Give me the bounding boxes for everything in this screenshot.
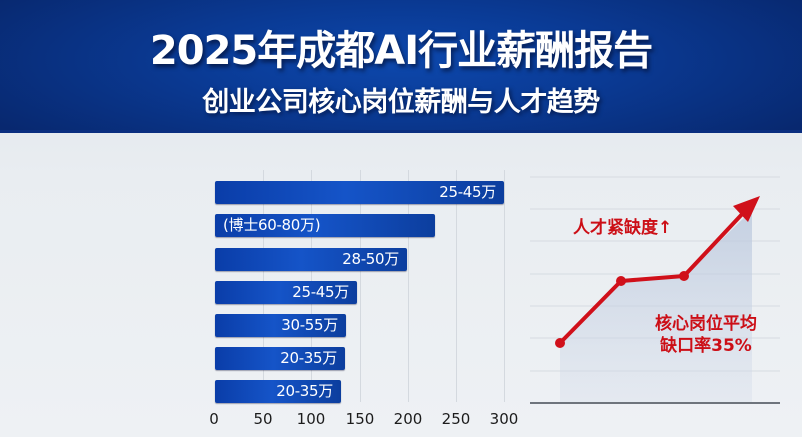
salary-bar: (博士60-80万) <box>215 214 435 237</box>
x-tick: 50 <box>253 410 273 428</box>
salary-bar: 20-35万 <box>215 380 341 403</box>
shortage-rate-line1: 核心岗位平均 <box>655 314 757 334</box>
page-title: 2025年成都AI行业薪酬报告 <box>149 28 653 74</box>
bar-value-label: 20-35万 <box>276 382 333 400</box>
page-subtitle: 创业公司核心岗位薪酬与人才趋势 <box>202 87 600 118</box>
x-tick: 200 <box>393 410 423 428</box>
bar-value-label: 28-50万 <box>342 250 399 268</box>
shortage-rate-label: 核心岗位平均 缺口率35% <box>655 313 757 357</box>
trend-arrow-icon <box>733 196 760 222</box>
report-header: 2025年成都AI行业薪酬报告 创业公司核心岗位薪酬与人才趋势 <box>0 0 802 133</box>
trend-area <box>560 210 752 403</box>
bar-value-label: 25-45万 <box>292 283 349 301</box>
shortage-rate-line2: 缺口率35% <box>660 336 752 356</box>
x-tick: 0 <box>209 410 219 428</box>
talent-shortage-label: 人才紧缺度↑ <box>573 218 673 238</box>
bar-value-label: 30-55万 <box>281 316 338 334</box>
bar-value-label: (博士60-80万) <box>223 216 321 234</box>
x-tick: 150 <box>345 410 375 428</box>
gridline <box>504 170 505 402</box>
trend-point <box>679 271 689 281</box>
gridline <box>360 170 361 402</box>
bar-value-label: 20-35万 <box>280 349 337 367</box>
salary-bar: 20-35万 <box>215 347 345 370</box>
trend-point <box>616 276 626 286</box>
x-tick: 100 <box>296 410 326 428</box>
salary-bar: 25-45万 <box>215 181 504 204</box>
salary-bar: 30-55万 <box>215 314 346 337</box>
salary-bar: 28-50万 <box>215 248 407 271</box>
bar-value-label: 25-45万 <box>439 183 496 201</box>
gridline <box>408 170 409 402</box>
gridline <box>456 170 457 402</box>
trend-point <box>555 338 565 348</box>
x-tick: 300 <box>489 410 519 428</box>
salary-bar: 25-45万 <box>215 281 357 304</box>
x-tick: 250 <box>441 410 471 428</box>
